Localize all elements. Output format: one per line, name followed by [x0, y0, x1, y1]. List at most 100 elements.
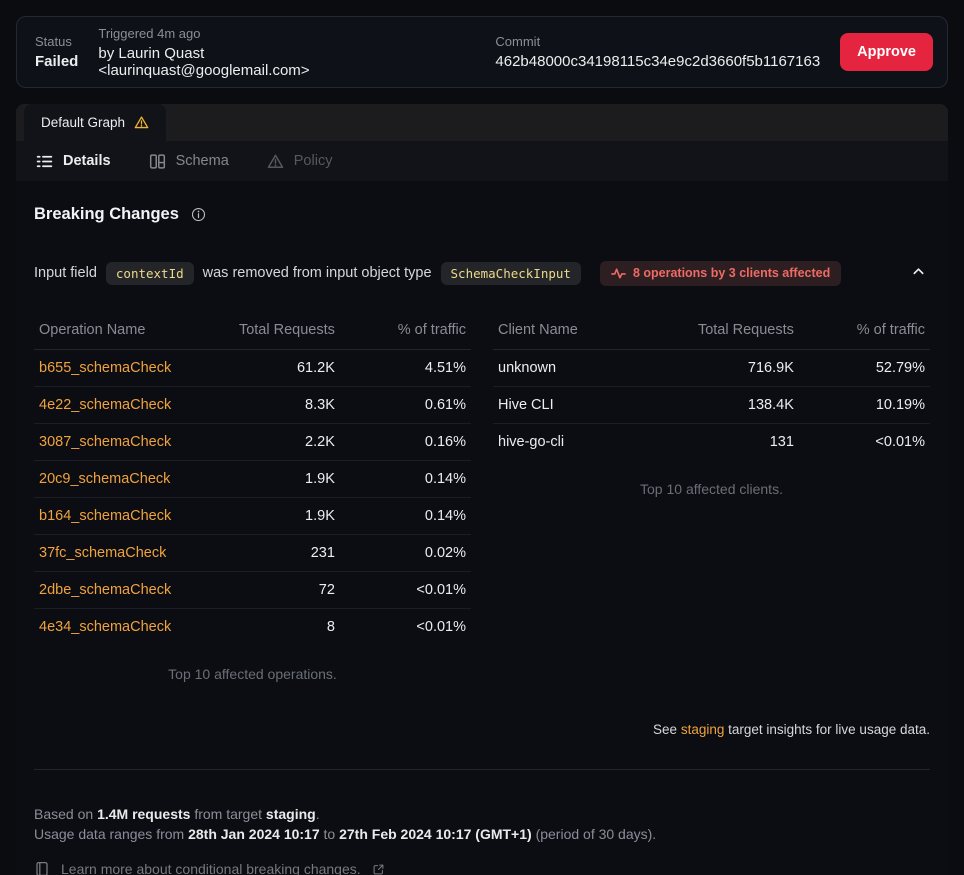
- client-name: Hive CLI: [493, 386, 677, 424]
- insights-note: See staging target insights for live usa…: [34, 722, 930, 737]
- usage-summary-line-1: Based on 1.4M requests from target stagi…: [34, 804, 930, 824]
- affected-operations-badge[interactable]: 8 operations by 3 clients affected: [599, 260, 842, 286]
- warning-triangle-icon: [134, 115, 149, 130]
- breaking-changes-heading: Breaking Changes: [34, 205, 930, 224]
- schema-icon: [149, 153, 166, 170]
- table-row: 37fc_schemaCheck 231 0.02%: [34, 534, 471, 572]
- triggered-label: Triggered 4m ago: [98, 25, 201, 41]
- operations-col-requests: Total Requests: [217, 312, 340, 350]
- commit-value: 462b48000c34198115c34e9c2d3660f5b1167163: [495, 53, 821, 70]
- client-traffic: <0.01%: [875, 434, 925, 450]
- client-requests: 716.9K: [676, 349, 799, 387]
- usage-text: Based on: [34, 806, 94, 822]
- info-icon[interactable]: [191, 207, 206, 222]
- operation-traffic: <0.01%: [416, 619, 466, 635]
- operation-requests: 61.2K: [217, 349, 340, 387]
- chevron-up-icon: [911, 264, 926, 279]
- breaking-change-item[interactable]: Input field contextId was removed from i…: [34, 260, 930, 286]
- client-name: hive-go-cli: [498, 434, 565, 450]
- change-code-type: SchemaCheckInput: [440, 261, 581, 285]
- clients-col-traffic: % of traffic: [798, 312, 930, 350]
- learn-more-label: Learn more about conditional breaking ch…: [61, 861, 361, 875]
- external-link-icon: [372, 863, 385, 875]
- breaking-changes-title: Breaking Changes: [34, 205, 179, 223]
- policy-warning-icon: [267, 153, 284, 170]
- status-column: Status Failed: [35, 34, 78, 70]
- operation-traffic: 0.14%: [339, 460, 471, 498]
- list-icon: [36, 153, 53, 170]
- clients-col-requests: Total Requests: [676, 312, 799, 350]
- triggered-value: by Laurin Quast <laurinquast@googlemail.…: [98, 44, 310, 79]
- tab-default-graph[interactable]: Default Graph: [24, 104, 167, 141]
- clients-table: Client Name Total Requests % of traffic …: [493, 312, 930, 460]
- graph-tabstrip: Default Graph: [16, 104, 948, 141]
- operation-link[interactable]: b164_schemaCheck: [39, 508, 172, 524]
- table-row: 3087_schemaCheck 2.2K 0.16%: [34, 423, 471, 461]
- details-content: Breaking Changes Input field contextId w…: [16, 181, 948, 875]
- status-label: Status: [35, 34, 72, 49]
- learn-more-link[interactable]: Learn more about conditional breaking ch…: [34, 861, 930, 875]
- collapse-change-button[interactable]: [907, 260, 930, 286]
- usage-date-from: 28th Jan 2024 10:17: [188, 826, 320, 842]
- check-panel: Default Graph Details Schema Policy: [16, 104, 948, 875]
- footer-divider: [34, 769, 930, 770]
- operation-link[interactable]: 3087_schemaCheck: [39, 434, 172, 450]
- book-icon: [34, 861, 50, 875]
- status-value: Failed: [35, 53, 79, 70]
- tab-schema-label: Schema: [175, 153, 229, 169]
- table-row: 2dbe_schemaCheck 72 <0.01%: [34, 571, 471, 609]
- insights-note-text-2: target insights for live usage data.: [728, 722, 930, 737]
- usage-text: Usage data ranges from: [34, 826, 185, 842]
- graph-tab-label: Default Graph: [41, 115, 126, 130]
- tab-schema[interactable]: Schema: [149, 153, 229, 170]
- usage-text: .: [315, 806, 320, 822]
- operations-table: Operation Name Total Requests % of traff…: [34, 312, 471, 645]
- operations-table-section: Operation Name Total Requests % of traff…: [34, 312, 471, 682]
- usage-summary: Based on 1.4M requests from target stagi…: [34, 804, 930, 844]
- operation-traffic: <0.01%: [339, 571, 471, 609]
- operation-link[interactable]: 2dbe_schemaCheck: [39, 582, 172, 598]
- usage-text: to: [323, 826, 336, 842]
- operation-traffic: 0.14%: [339, 497, 471, 535]
- approve-button[interactable]: Approve: [840, 33, 933, 71]
- operation-traffic: 0.61%: [339, 386, 471, 424]
- change-text-1: Input field: [34, 265, 97, 281]
- triggered-column: Triggered 4m ago by Laurin Quast <laurin…: [98, 26, 327, 79]
- operation-requests: 1.9K: [217, 497, 340, 535]
- table-row: hive-go-cli 131 <0.01%: [493, 424, 930, 461]
- tab-details[interactable]: Details: [36, 153, 111, 170]
- commit-label: Commit: [495, 34, 541, 49]
- usage-text: (period of 30 days).: [535, 826, 657, 842]
- table-row: 20c9_schemaCheck 1.9K 0.14%: [34, 460, 471, 498]
- usage-date-to: 27th Feb 2024 10:17 (GMT+1): [339, 826, 532, 842]
- staging-target-link[interactable]: staging: [680, 722, 725, 737]
- client-traffic: 10.19%: [798, 386, 930, 424]
- insights-note-text-1: See: [653, 722, 678, 737]
- operation-requests: 231: [217, 534, 340, 572]
- client-requests: 131: [769, 434, 794, 450]
- usage-text: from target: [194, 806, 263, 822]
- operation-traffic: 4.51%: [339, 349, 471, 387]
- operation-link[interactable]: 37fc_schemaCheck: [39, 545, 167, 561]
- operation-requests: 1.9K: [217, 460, 340, 498]
- operation-link[interactable]: 4e34_schemaCheck: [39, 619, 172, 635]
- operations-col-traffic: % of traffic: [339, 312, 471, 350]
- operation-link[interactable]: b655_schemaCheck: [39, 360, 172, 376]
- operations-table-caption: Top 10 affected operations.: [168, 666, 337, 682]
- table-row: 4e34_schemaCheck 8 <0.01%: [34, 609, 471, 646]
- usage-summary-line-2: Usage data ranges from 28th Jan 2024 10:…: [34, 824, 930, 844]
- tab-details-label: Details: [63, 153, 111, 169]
- check-summary-card: Status Failed Triggered 4m ago by Laurin…: [16, 16, 948, 88]
- tab-policy-label: Policy: [293, 153, 333, 169]
- operation-link[interactable]: 4e22_schemaCheck: [39, 397, 172, 413]
- affected-badge-label: 8 operations by 3 clients affected: [632, 266, 831, 280]
- operation-link[interactable]: 20c9_schemaCheck: [39, 471, 171, 487]
- subtab-bar: Details Schema Policy: [16, 141, 948, 181]
- operation-requests: 8: [326, 619, 335, 635]
- table-row: unknown 716.9K 52.79%: [493, 349, 930, 387]
- clients-table-caption: Top 10 affected clients.: [640, 481, 783, 497]
- usage-requests: 1.4M requests: [97, 806, 191, 822]
- tab-policy[interactable]: Policy: [267, 153, 333, 170]
- clients-col-name: Client Name: [493, 312, 677, 350]
- clients-table-section: Client Name Total Requests % of traffic …: [493, 312, 930, 682]
